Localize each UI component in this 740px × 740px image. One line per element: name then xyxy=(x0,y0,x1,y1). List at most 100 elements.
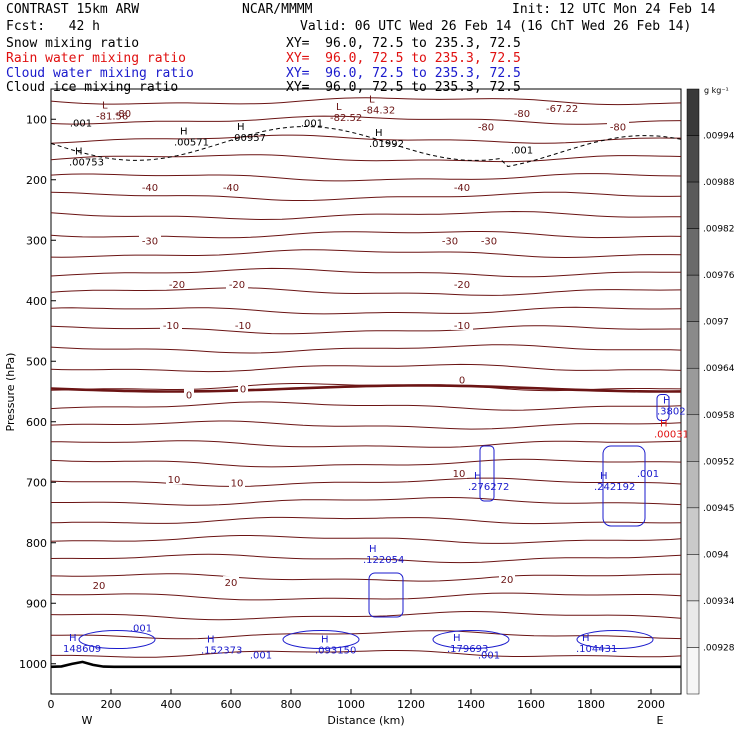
colorbar-swatch xyxy=(686,88,700,136)
x-tick-label: 1400 xyxy=(457,698,485,711)
temperature-contour-line xyxy=(50,134,681,144)
temperature-contour-line xyxy=(50,115,682,125)
temperature-contour-line xyxy=(50,610,682,621)
label-backdrop xyxy=(478,234,500,246)
colorbar-label: .00988 xyxy=(703,178,735,188)
x-tick-label: 200 xyxy=(101,698,122,711)
y-tick-label: 200 xyxy=(26,174,47,187)
temperature-contour-line xyxy=(50,363,682,373)
contour-value-label: .001 xyxy=(478,651,500,662)
label-backdrop xyxy=(91,579,107,591)
temperature-contour-line xyxy=(50,210,681,221)
extremum-marker: L xyxy=(102,100,108,111)
snow-contour-line xyxy=(50,125,682,168)
y-tick-label: 400 xyxy=(26,295,47,308)
extremum-value: .242192 xyxy=(594,482,635,493)
extremum-marker: H xyxy=(600,471,608,482)
cloud-water-contour xyxy=(602,445,646,527)
temperature-label: 0 xyxy=(186,391,192,402)
field-name-snow: Snow mixing ratio xyxy=(6,36,140,51)
field-name-rain: Rain water mixing ratio xyxy=(6,51,187,66)
colorbar-swatch xyxy=(686,181,700,229)
y-tick-label: 900 xyxy=(26,597,47,610)
extremum-value: .00571 xyxy=(174,137,209,148)
extremum-marker: H xyxy=(453,633,461,644)
field-name-cloud-water: Cloud water mixing ratio xyxy=(6,66,194,81)
extremum-value: .093150 xyxy=(315,646,356,657)
extremum-value: .00753 xyxy=(69,157,104,168)
extremum-value: .104431 xyxy=(576,644,617,655)
label-backdrop xyxy=(511,107,533,119)
extremum-marker: H xyxy=(69,633,77,644)
extremum-marker: L xyxy=(336,102,342,113)
extremum-marker: H xyxy=(321,635,329,646)
colorbar-label: .00958 xyxy=(703,411,735,421)
extremum-value: -81.56 xyxy=(96,111,128,122)
temperature-label: 20 xyxy=(501,575,514,586)
temperature-contour-line xyxy=(50,267,681,278)
init-label: Init: 12 UTC Mon 24 Feb 14 xyxy=(512,2,716,17)
temperature-contour-line xyxy=(50,191,682,201)
colorbar-label: .0094 xyxy=(703,550,729,560)
x-tick-label: 0 xyxy=(48,698,55,711)
y-tick-label: 300 xyxy=(26,234,47,247)
cloud-water-contour xyxy=(368,572,404,618)
temperature-contour-line xyxy=(50,287,682,296)
temperature-contours xyxy=(50,97,682,669)
label-backdrop xyxy=(238,382,248,394)
west-label: W xyxy=(82,714,93,727)
temperature-contour-line xyxy=(51,650,682,658)
extremum-value: .00957 xyxy=(231,133,266,144)
field-name-cloud-ice: Cloud ice mixing ratio xyxy=(6,80,179,95)
label-backdrop xyxy=(451,467,467,479)
colorbar-swatch xyxy=(686,135,700,183)
temperature-label: 0 xyxy=(240,384,246,395)
cloud-water-contour xyxy=(432,630,510,650)
contour-value-label: .001 xyxy=(301,118,323,129)
x-axis-label: Distance (km) xyxy=(327,714,404,727)
extremum-marker: H xyxy=(582,633,590,644)
label-backdrop xyxy=(184,388,194,400)
colorbar-label: .00928 xyxy=(703,643,735,653)
label-backdrop xyxy=(229,476,245,488)
x-tick-label: 600 xyxy=(221,698,242,711)
colorbar-label: .00952 xyxy=(703,457,735,467)
model-title: CONTRAST 15km ARW xyxy=(6,2,140,17)
temperature-contour-line xyxy=(50,154,682,163)
extrema-markers: L-81.56L-84.32L-82.52-67.22H.00753H.0057… xyxy=(63,94,689,656)
colorbar-swatch xyxy=(686,274,700,322)
temperature-label: 10 xyxy=(453,469,466,480)
temperature-contour-line xyxy=(51,630,682,640)
y-tick-label: 1000 xyxy=(19,658,47,671)
temperature-label: -80 xyxy=(610,123,626,134)
extremum-value: -67.22 xyxy=(546,104,578,115)
label-backdrop xyxy=(607,120,629,132)
y-tick-label: 600 xyxy=(26,416,47,429)
field-xy-cloud-water: XY= 96.0, 72.5 to 235.3, 72.5 xyxy=(286,66,521,81)
temperature-label: -40 xyxy=(454,183,470,194)
temperature-contour-line xyxy=(50,573,681,582)
cloud-water-contour xyxy=(282,630,360,650)
contour-value-label: .001 xyxy=(511,146,533,157)
temperature-contour-line xyxy=(50,516,682,525)
cloud-water-contour xyxy=(479,445,495,502)
label-backdrop xyxy=(451,318,473,330)
temperature-label: 10 xyxy=(168,475,181,486)
temperature-label: -30 xyxy=(142,236,158,247)
contour-labels: -80 -80 -80 -80 -40 -40 -40 -30 -30 -30 -20 -20 -20 -… xyxy=(70,107,659,662)
temperature-label: -80 xyxy=(478,123,494,134)
temperature-label: -10 xyxy=(163,321,179,332)
temperature-contour-line xyxy=(50,477,682,487)
temperature-label: -30 xyxy=(481,236,497,247)
colorbar-swatch xyxy=(686,414,700,462)
colorbar-label: .00934 xyxy=(703,597,735,607)
label-backdrop xyxy=(166,277,188,289)
label-backdrop xyxy=(439,234,461,246)
label-backdrop xyxy=(139,181,161,193)
temperature-contour-line xyxy=(50,535,682,544)
label-backdrop xyxy=(139,234,161,246)
extremum-marker: H xyxy=(660,419,668,430)
org-label: NCAR/MMMM xyxy=(242,2,313,17)
temperature-label: -40 xyxy=(223,183,239,194)
